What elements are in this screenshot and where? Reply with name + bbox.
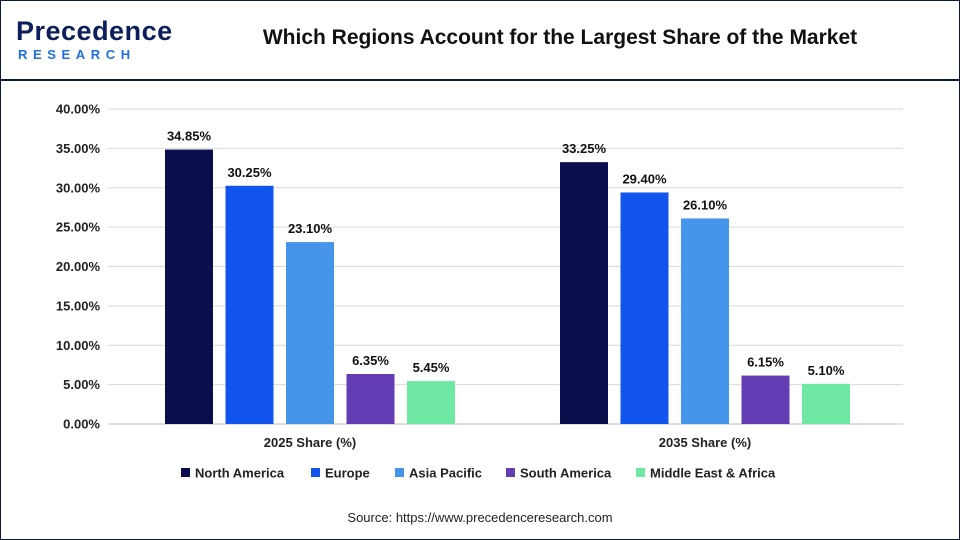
legend-label: North America [195, 466, 285, 481]
y-tick-label: 15.00% [56, 298, 101, 313]
legend-label: Europe [325, 466, 370, 481]
bar [225, 185, 274, 424]
data-label: 26.10% [683, 197, 728, 212]
bar [286, 242, 334, 424]
legend-label: Asia Pacific [409, 466, 482, 481]
bar-chart: 0.00% 5.00% 10.00% 15.00% 20.00% 25.00% 30.00%… [56, 102, 903, 481]
data-label: 5.45% [413, 360, 450, 375]
page-title: Which Regions Account for the Largest Sh… [262, 26, 858, 49]
legend-swatch [181, 468, 190, 477]
data-label: 23.10% [288, 221, 333, 236]
legend-swatch [636, 468, 645, 477]
logo-wordmark: Precedence [16, 16, 173, 46]
bar [802, 383, 850, 424]
bar [165, 149, 213, 424]
header-divider [0, 79, 960, 81]
source-note: Source: https://www.precedenceresearch.c… [347, 510, 613, 525]
y-tick-label: 35.00% [56, 141, 101, 156]
bar [560, 162, 608, 424]
logo-subtitle: RESEARCH [18, 47, 136, 62]
data-label: 6.35% [352, 353, 389, 368]
y-tick-label: 20.00% [56, 259, 101, 274]
bar [620, 192, 669, 424]
x-category-label: 2035 Share (%) [659, 435, 752, 450]
x-category-label: 2025 Share (%) [264, 435, 357, 450]
data-label: 5.10% [808, 363, 845, 378]
legend-label: Middle East & Africa [650, 466, 776, 481]
bar [741, 375, 790, 424]
y-tick-label: 30.00% [56, 180, 101, 195]
bar [681, 218, 729, 424]
bar [346, 373, 395, 424]
y-tick-label: 25.00% [56, 220, 101, 235]
legend-swatch [395, 468, 404, 477]
data-label: 34.85% [167, 129, 212, 144]
data-label: 29.40% [622, 171, 667, 186]
data-label: 33.25% [562, 141, 607, 156]
data-label: 30.25% [227, 165, 272, 180]
legend-label: South America [520, 466, 612, 481]
company-logo: Precedence RESEARCH [16, 16, 172, 66]
legend-swatch [506, 468, 515, 477]
bar [407, 381, 455, 424]
y-tick-label: 40.00% [56, 102, 101, 117]
y-tick-label: 10.00% [56, 338, 101, 353]
y-tick-label: 0.00% [63, 417, 100, 432]
header: Precedence RESEARCH Which Regions Accoun… [0, 0, 960, 81]
data-label: 6.15% [747, 355, 784, 370]
y-tick-label: 5.00% [63, 377, 100, 392]
legend-swatch [311, 468, 320, 477]
